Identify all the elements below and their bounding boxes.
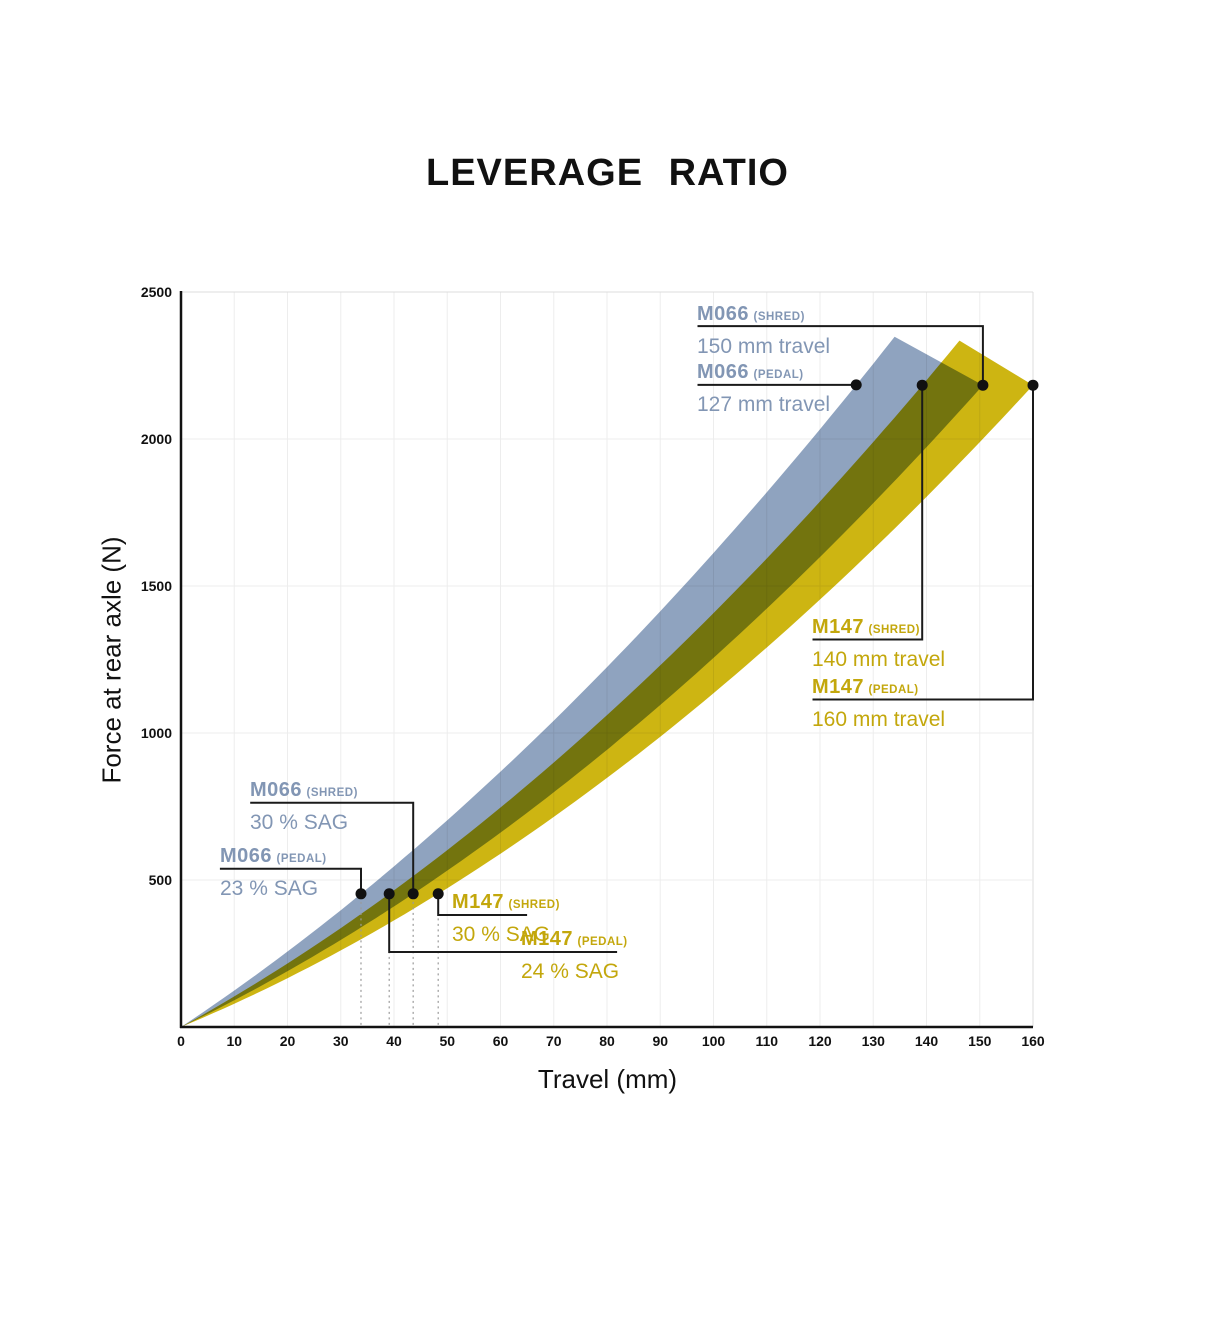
callout-value: 160 mm travel [812, 708, 946, 731]
y-tick-label-1000: 1000 [140, 725, 172, 741]
x-tick-label-30: 30 [332, 1033, 349, 1049]
x-tick-label-130: 130 [861, 1033, 885, 1049]
marker-dot-m147-shred-sag [432, 888, 444, 900]
callout-value: 150 mm travel [697, 335, 831, 358]
x-tick-label-100: 100 [701, 1033, 726, 1049]
series-mode: (SHRED) [306, 787, 358, 799]
callout-value: 30 % SAG [250, 811, 349, 834]
series-mode: (SHRED) [753, 311, 805, 323]
callout-value: 24 % SAG [521, 960, 620, 983]
series-mode: (SHRED) [508, 899, 560, 911]
marker-dot-m147-pedal-sag [383, 888, 395, 900]
series-mode: (PEDAL) [868, 684, 919, 696]
callout-line-m147-pedal-travel [812, 385, 1034, 701]
x-tick-label-0: 0 [177, 1033, 185, 1049]
x-tick-label-80: 80 [599, 1033, 615, 1049]
marker-dot-m066-pedal-sag [355, 888, 367, 900]
callout-line-m147-pedal-sag [388, 893, 618, 953]
callout-line-m066-shred-travel [697, 325, 984, 386]
callout-m147-shred-travel: M147 (SHRED) 140 mm travel [812, 616, 945, 671]
series-name: M147 [521, 928, 574, 950]
x-tick-label-140: 140 [914, 1033, 939, 1049]
callout-label: M147 (PEDAL) [812, 676, 945, 702]
x-tick-label-160: 160 [1021, 1033, 1045, 1049]
chart-title: LEVERAGE RATIO [426, 152, 789, 194]
y-tick-label-1500: 1500 [140, 578, 172, 594]
callout-m066-pedal-sag: M066 (PEDAL) 23 % SAG [220, 845, 327, 900]
series-mode: (PEDAL) [753, 369, 804, 381]
callout-m066-pedal-travel: M066 (PEDAL) 127 mm travel [697, 361, 830, 416]
callout-label: M147 (SHRED) [452, 891, 560, 917]
y-tick-label-500: 500 [148, 872, 172, 888]
callout-m066-shred-sag: M066 (SHRED) 30 % SAG [250, 779, 358, 834]
callout-label: M066 (SHRED) [697, 303, 830, 329]
series-mode: (PEDAL) [276, 853, 327, 865]
marker-dot-m066-shred-sag [407, 888, 419, 900]
x-tick-label-150: 150 [968, 1033, 992, 1049]
x-tick-label-40: 40 [386, 1033, 402, 1049]
callout-m147-pedal-sag: M147 (PEDAL) 24 % SAG [521, 928, 627, 983]
x-tick-label-20: 20 [279, 1033, 296, 1049]
callout-label: M147 (PEDAL) [521, 928, 627, 954]
callout-line-m147-shred-sag [437, 893, 528, 916]
series-mode: (SHRED) [868, 624, 920, 636]
x-axis-title: Travel (mm) [537, 1064, 678, 1094]
series-name: M147 [452, 891, 505, 913]
y-axis-title: Force at rear axle (N) [96, 536, 127, 784]
x-tick-label-90: 90 [652, 1033, 669, 1049]
callout-value: 30 % SAG [452, 923, 551, 946]
series-name: M066 [697, 303, 750, 325]
callout-line-m066-shred-sag [250, 801, 415, 894]
series-name: M066 [250, 779, 303, 801]
callout-m147-shred-sag: M147 (SHRED) 30 % SAG [452, 891, 560, 946]
y-tick-label-2000: 2000 [140, 431, 172, 447]
series-name: M147 [812, 676, 865, 698]
callout-label: M147 (SHRED) [812, 616, 945, 642]
series-name: M066 [697, 361, 750, 383]
series-name: M147 [812, 616, 865, 638]
callout-label: M066 (PEDAL) [220, 845, 327, 871]
x-tick-label-60: 60 [492, 1033, 509, 1049]
callout-m066-shred-travel: M066 (SHRED) 150 mm travel [697, 303, 830, 358]
callout-line-m147-shred-travel [812, 385, 924, 641]
marker-dot-m066-pedal-travel [850, 379, 862, 391]
callout-label: M066 (PEDAL) [697, 361, 830, 387]
y-tick-label-2500: 2500 [140, 284, 172, 300]
marker-dot-m147-pedal-travel [1027, 379, 1039, 391]
callout-value: 127 mm travel [697, 393, 831, 416]
series-mode: (PEDAL) [577, 936, 628, 948]
x-tick-label-70: 70 [545, 1033, 562, 1049]
callout-m147-pedal-travel: M147 (PEDAL) 160 mm travel [812, 676, 945, 731]
marker-dot-m147-shred-travel [916, 379, 928, 391]
callout-label: M066 (SHRED) [250, 779, 358, 805]
x-tick-label-110: 110 [755, 1033, 779, 1049]
callout-value: 23 % SAG [220, 877, 319, 900]
callout-line-m066-pedal-sag [219, 867, 362, 894]
x-tick-label-120: 120 [808, 1033, 832, 1049]
series-name: M066 [220, 845, 273, 867]
marker-dot-m066-shred-travel [977, 379, 989, 391]
band-m147 [181, 340, 1033, 1028]
callout-value: 140 mm travel [812, 648, 946, 671]
x-tick-label-10: 10 [226, 1033, 243, 1049]
x-tick-label-50: 50 [439, 1033, 456, 1049]
band-m066 [181, 336, 983, 1027]
